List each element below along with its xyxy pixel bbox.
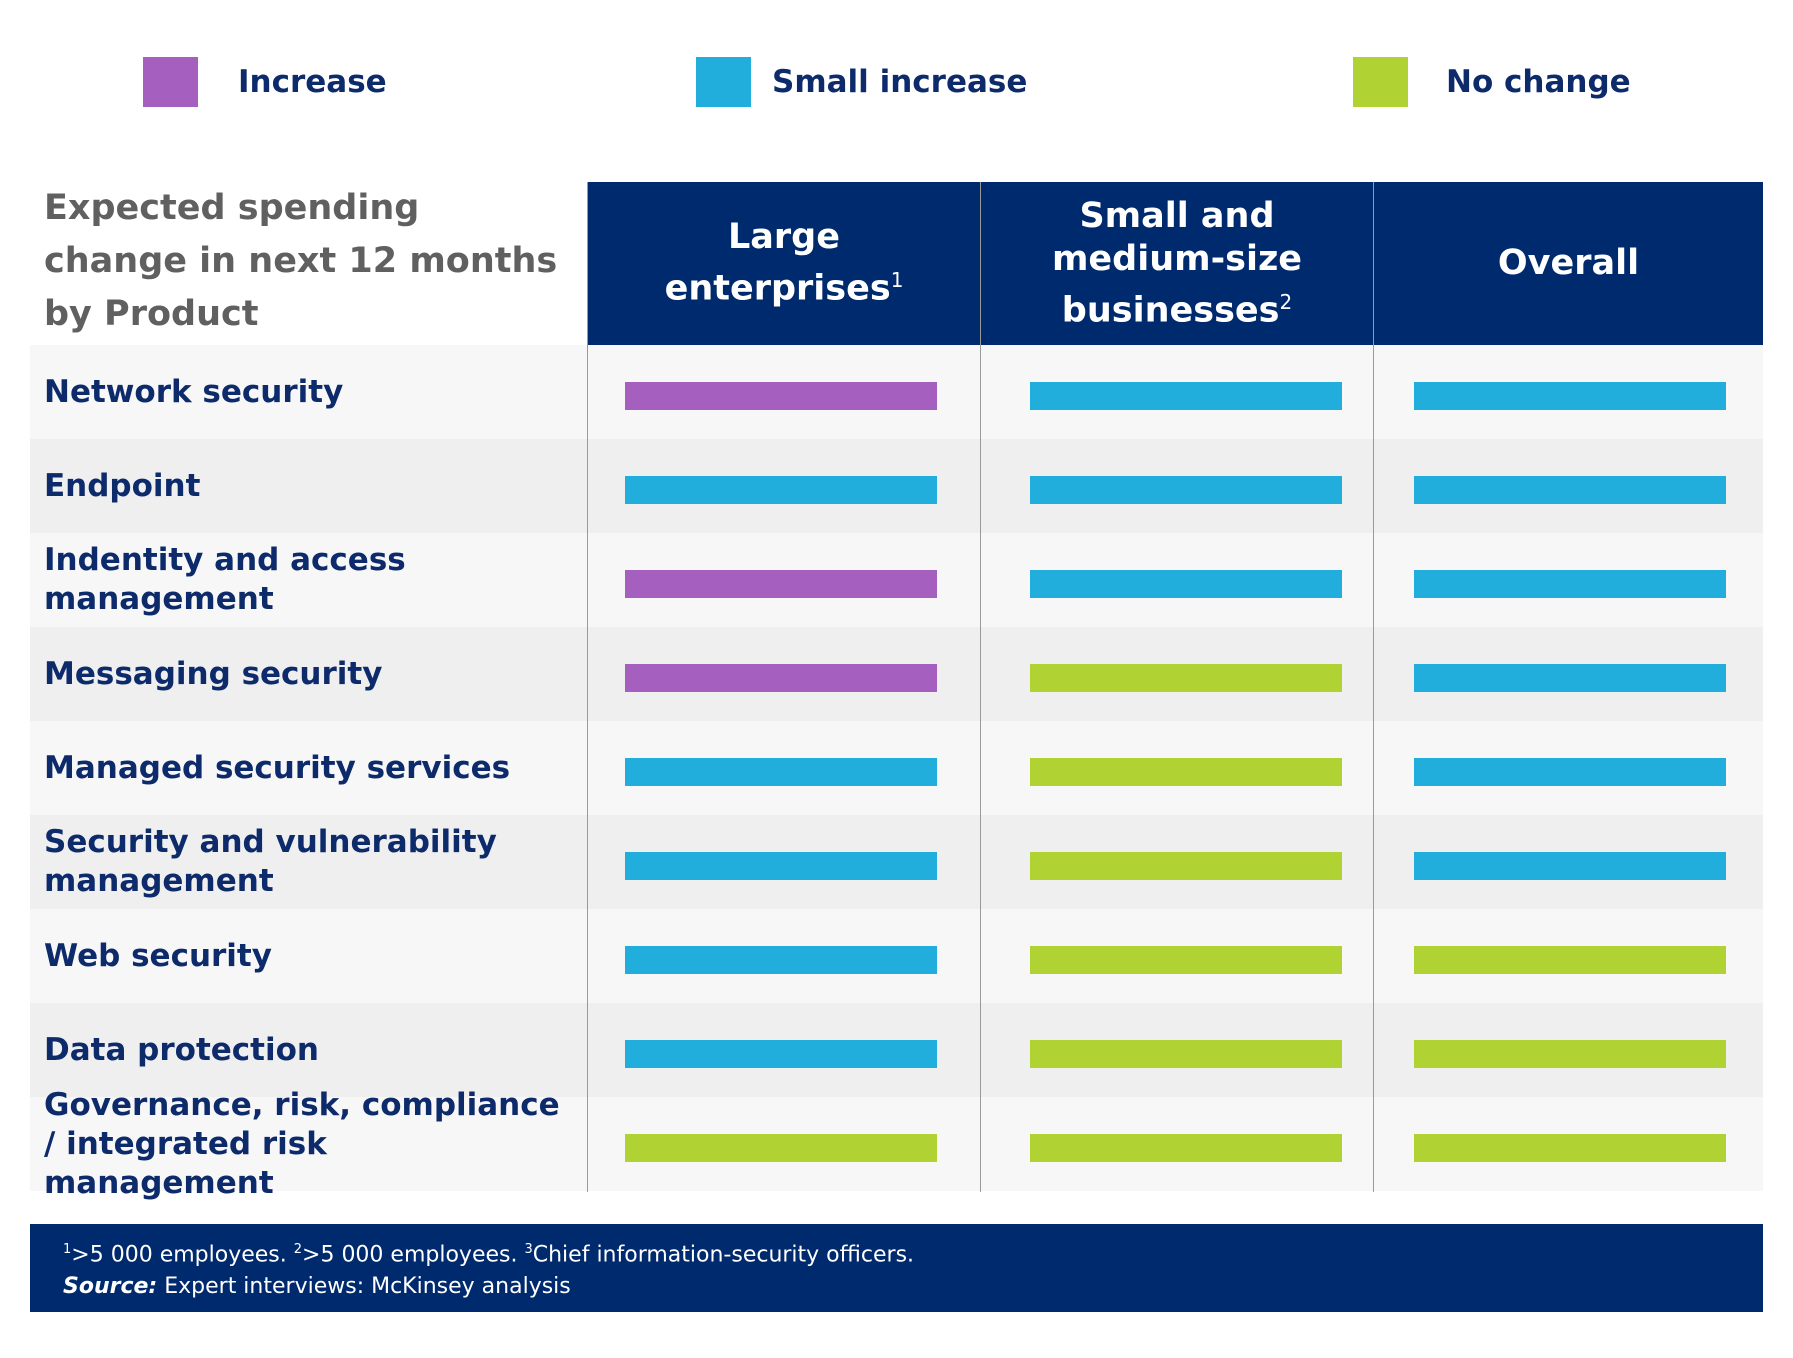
status-bar — [1030, 382, 1342, 410]
status-bar — [625, 476, 937, 504]
column-divider — [587, 182, 588, 1192]
legend-label-increase: Increase — [238, 64, 387, 100]
status-bar — [1030, 1134, 1342, 1162]
status-bar — [625, 1134, 937, 1162]
table-row: Data protection — [30, 1003, 1763, 1097]
footnotes: 1>5 000 employees. 2>5 000 employees. 3C… — [63, 1242, 915, 1268]
legend-item-increase: Increase — [143, 56, 387, 108]
source-note: Source: Expert interviews: McKinsey anal… — [63, 1274, 571, 1299]
column-header-label: Large enterprises1 — [664, 217, 904, 309]
row-label: Governance, risk, compliance / integrate… — [44, 1086, 560, 1201]
status-bar — [625, 852, 937, 880]
status-bar — [625, 1040, 937, 1068]
column-header-label: Small and medium-size businesses2 — [1051, 195, 1303, 331]
status-bar — [1030, 852, 1342, 880]
legend-label-small-increase: Small increase — [772, 64, 1028, 100]
column-divider — [980, 182, 981, 1192]
table-row: Indentity and access management — [30, 533, 1763, 627]
row-label: Web security — [44, 937, 272, 974]
legend-label-no-change: No change — [1446, 64, 1631, 100]
status-bar — [1030, 758, 1342, 786]
status-bar — [1414, 570, 1726, 598]
status-bar — [1414, 1040, 1726, 1068]
status-bar — [1030, 1040, 1342, 1068]
legend-swatch-increase — [143, 57, 198, 107]
status-bar — [1030, 664, 1342, 692]
status-bar — [625, 382, 937, 410]
status-bar — [625, 946, 937, 974]
column-header-smb: Small and medium-size businesses2 — [981, 182, 1373, 361]
legend-item-no-change: No change — [1353, 56, 1631, 108]
column-header-overall: Overall — [1374, 182, 1763, 361]
footer: 1>5 000 employees. 2>5 000 employees. 3C… — [30, 1224, 1763, 1312]
table-row: Messaging security — [30, 627, 1763, 721]
table-row: Endpoint — [30, 439, 1763, 533]
status-bar — [1030, 476, 1342, 504]
legend-item-small-increase: Small increase — [696, 56, 1027, 108]
legend-swatch-small-increase — [696, 57, 751, 107]
row-label: Messaging security — [44, 655, 383, 692]
status-bar — [1414, 382, 1726, 410]
status-bar — [625, 570, 937, 598]
table-row: Network security — [30, 345, 1763, 439]
row-label: Endpoint — [44, 467, 201, 504]
status-bar — [1414, 852, 1726, 880]
column-header-large-enterprises: Large enterprises1 — [588, 182, 980, 361]
status-bar — [1414, 476, 1726, 504]
table-row: Managed security services — [30, 721, 1763, 815]
row-label: Managed security services — [44, 749, 511, 786]
status-bar — [1414, 758, 1726, 786]
table-row: Web security — [30, 909, 1763, 1003]
status-bar — [625, 664, 937, 692]
row-label: Data protection — [44, 1031, 319, 1068]
table-row: Security and vulnerability management — [30, 815, 1763, 909]
row-label: Security and vulnerability management — [44, 824, 497, 899]
row-label: Indentity and access management — [44, 542, 406, 617]
legend: Increase Small increase No change — [0, 56, 1793, 108]
spending-table: Expected spending change in next 12 mont… — [30, 182, 1763, 1201]
table-row: Governance, risk, compliance / integrate… — [30, 1086, 1763, 1201]
status-bar — [1414, 664, 1726, 692]
status-bar — [1030, 570, 1342, 598]
status-bar — [625, 758, 937, 786]
table-row-header: Expected spending change in next 12 mont… — [44, 188, 558, 334]
row-label: Network security — [44, 373, 344, 410]
status-bar — [1414, 946, 1726, 974]
legend-swatch-no-change — [1353, 57, 1408, 107]
status-bar — [1414, 1134, 1726, 1162]
column-header-label: Overall — [1497, 243, 1640, 283]
status-bar — [1030, 946, 1342, 974]
column-divider — [1373, 182, 1374, 1192]
